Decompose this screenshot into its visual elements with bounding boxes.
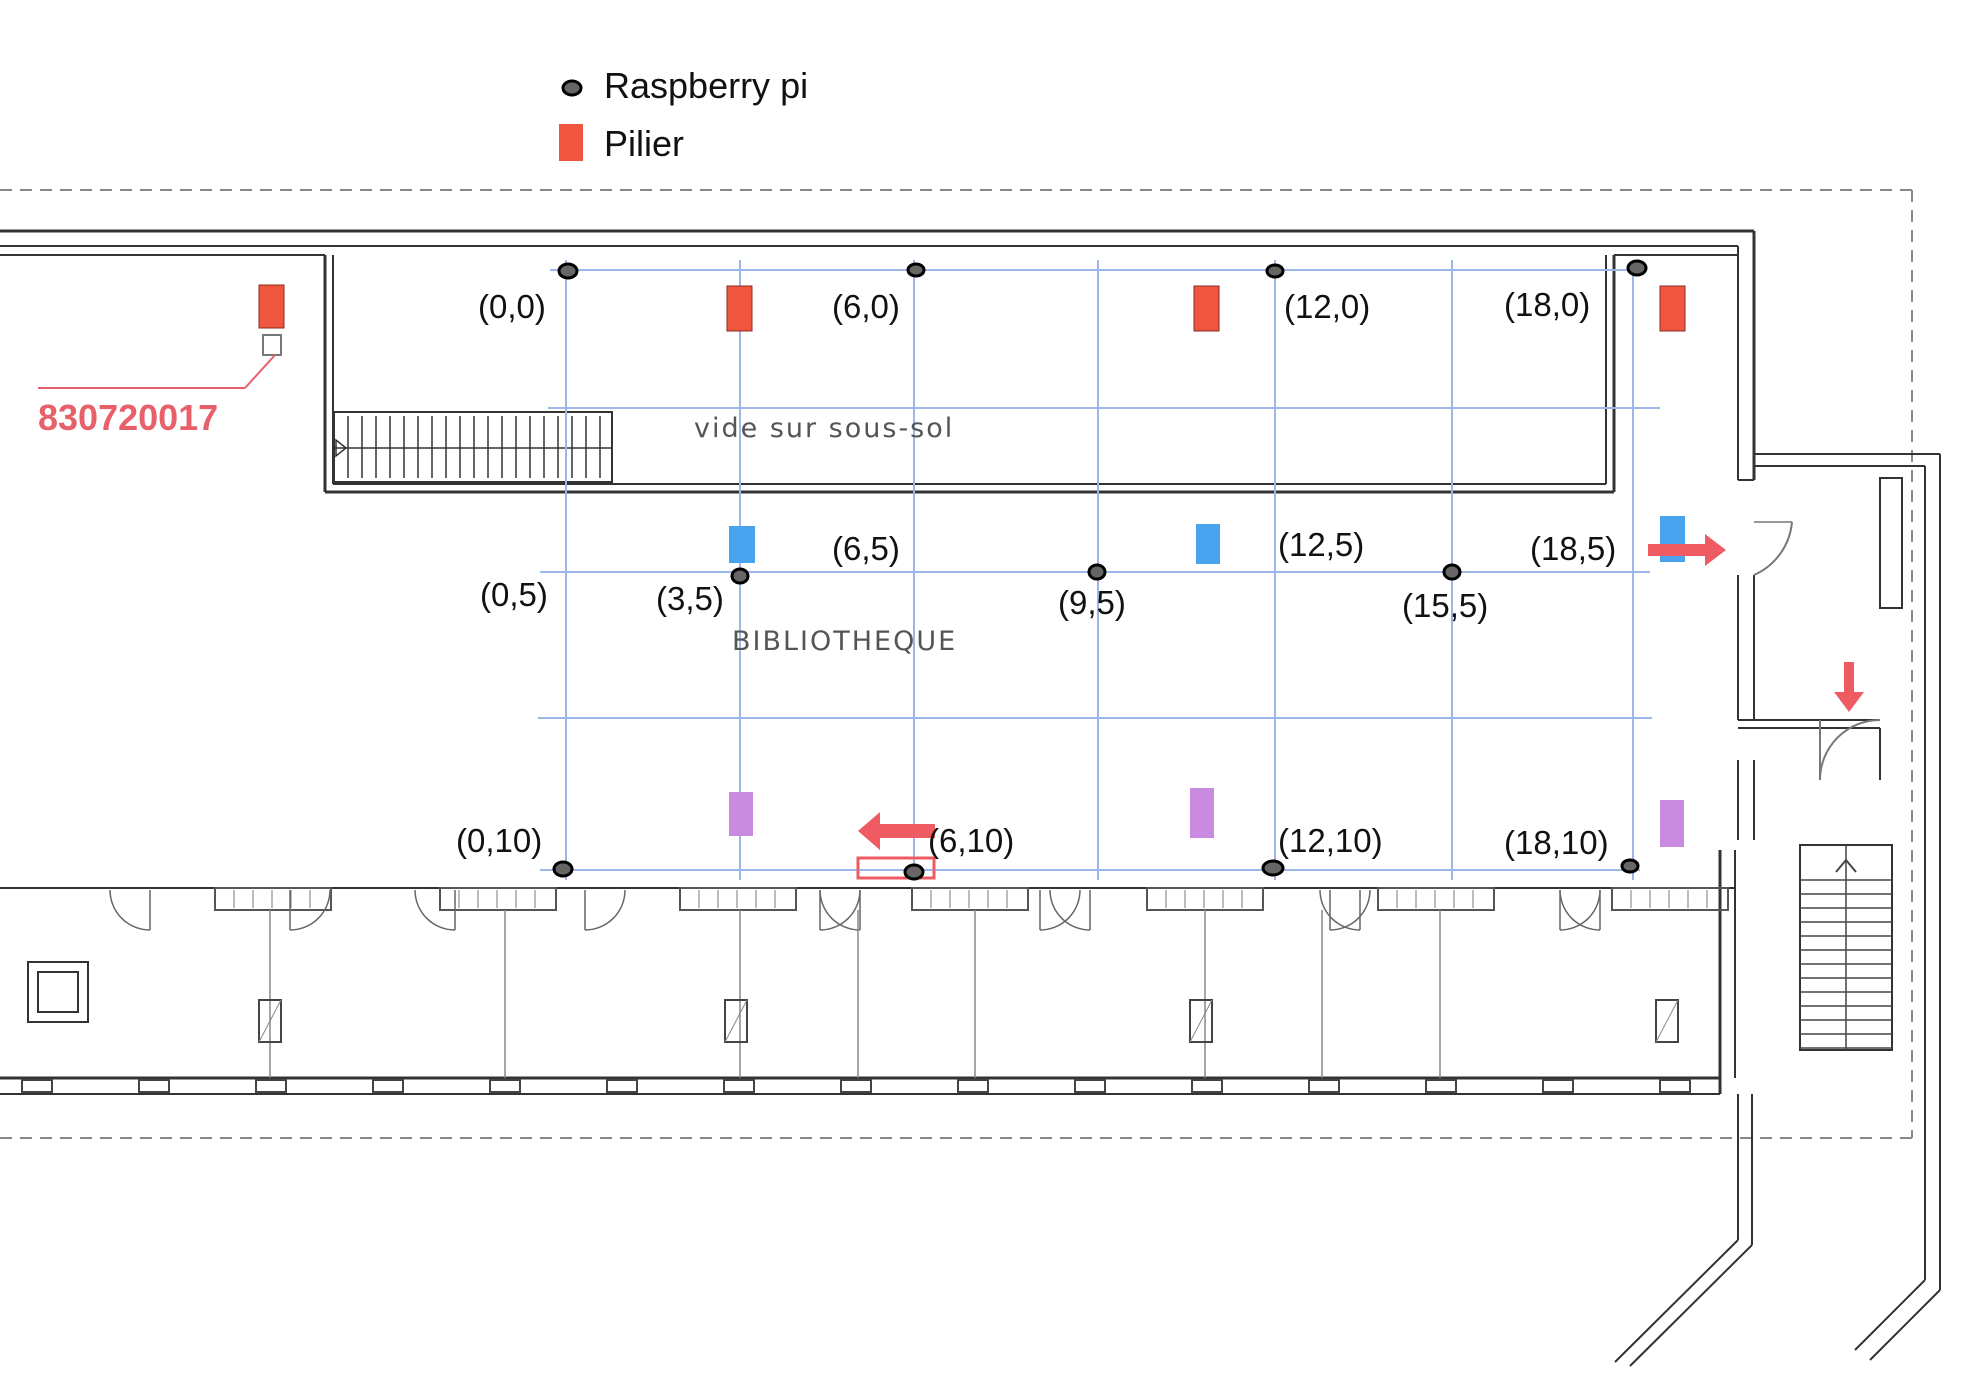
direction-arrows [856,534,1864,880]
red-marker-box [856,856,936,880]
pilier-red-1 [258,284,285,329]
coordinate-label: (0,10) [456,822,542,859]
raspberry-node [906,262,926,278]
arrow-right-icon [1648,534,1726,566]
coordinate-label: (15,5) [1402,587,1488,624]
arrow-down-icon [1834,662,1864,712]
raspberry-node [903,863,925,881]
void-label: vide sur sous-sol [694,413,954,444]
pilier-red-4 [1659,285,1686,332]
coordinate-label: (18,5) [1530,530,1616,567]
legend-pilier-symbol [559,124,583,161]
piliers-purple [729,788,1684,847]
raspberry-node [1265,263,1285,279]
coordinate-label: (12,10) [1278,822,1383,859]
legend-raspberry-symbol [561,79,583,97]
raspberry-node [1442,563,1462,581]
coordinate-label: (12,5) [1278,526,1364,563]
raspberry-node [730,567,750,585]
pilier-blue-2 [1196,524,1220,564]
coordinate-label: (0,0) [478,288,546,325]
raspberry-node [1626,259,1648,277]
room-label: BIBLIOTHEQUE [732,626,957,657]
plan-reference-number: 830720017 [38,397,218,438]
coordinate-grid [538,260,1660,880]
coordinate-label: (6,0) [832,288,900,325]
coordinate-label: (12,0) [1284,288,1370,325]
raspberry-nodes: (0,0) (6,0) (12,0) (18,0) (0,5) (3,5) (6… [456,259,1648,881]
pilier-purple-1 [729,792,753,836]
raspberry-node [552,860,574,878]
coordinate-label: (9,5) [1058,584,1126,621]
legend-pilier-label: Pilier [604,123,684,164]
pilier-purple-3 [1660,800,1684,847]
pilier-blue-1 [729,526,755,563]
coordinate-label: (6,10) [928,822,1014,859]
coordinate-label: (3,5) [656,580,724,617]
raspberry-node [1620,858,1640,874]
piliers-red [258,284,1686,332]
raspberry-node [1261,859,1285,877]
building-walls [0,229,1756,1095]
dashed-boundary [0,189,1913,1139]
raspberry-node [557,262,579,280]
left-fixtures: 830720017 [27,334,282,1023]
coordinate-label: (18,0) [1504,286,1590,323]
corridor-details [21,887,1729,1093]
legend-raspberry-label: Raspberry pi [604,65,808,106]
raspberry-node [1087,563,1107,581]
coordinate-label: (0,5) [480,576,548,613]
staircase [333,411,613,483]
coordinate-label: (6,5) [832,530,900,567]
legend: Raspberry pi Pilier [559,65,808,164]
pilier-red-3 [1193,285,1220,332]
arrow-left-icon [858,812,935,850]
pilier-red-2 [726,285,753,332]
pilier-purple-2 [1190,788,1214,838]
stair-annex [1614,453,1941,1367]
coordinate-label: (18,10) [1504,824,1609,861]
